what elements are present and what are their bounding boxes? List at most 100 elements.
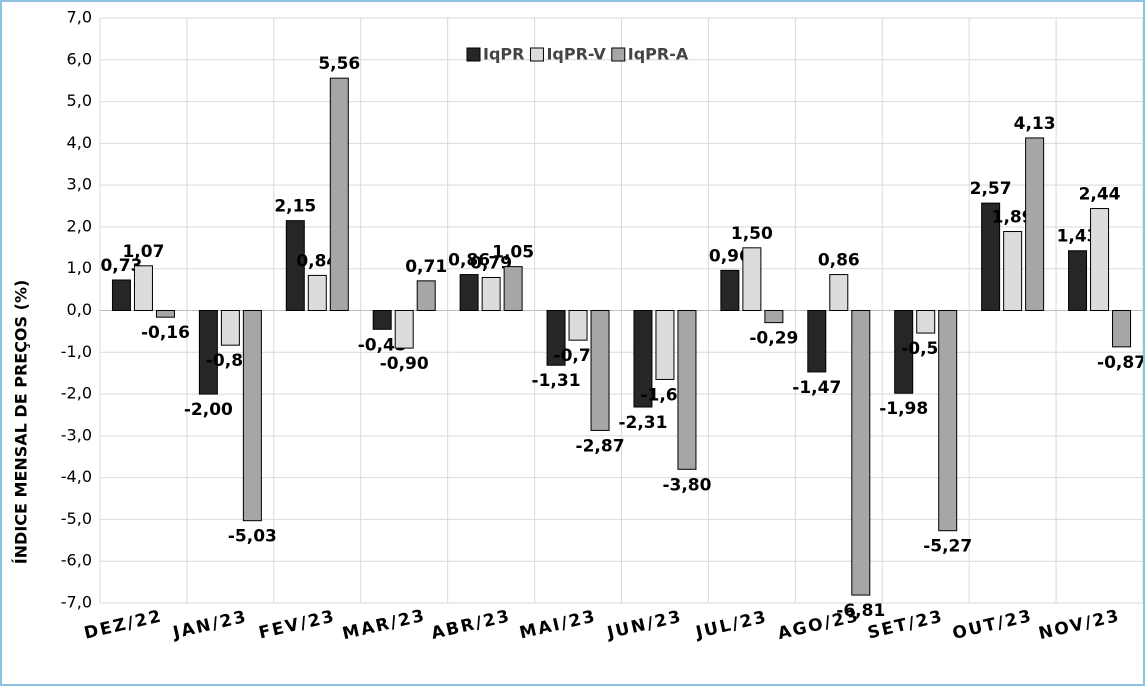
x-tick-label: OUT/23 bbox=[951, 606, 1035, 644]
value-label: -0,45 bbox=[358, 335, 407, 355]
value-label: 4,13 bbox=[1014, 114, 1056, 134]
bar bbox=[242, 310, 262, 522]
y-tick-label: 1,0 bbox=[67, 258, 92, 277]
bar bbox=[742, 247, 762, 311]
value-label: -1,31 bbox=[532, 371, 581, 391]
value-label: 0,86 bbox=[448, 251, 490, 271]
value-label: 1,89 bbox=[992, 208, 1034, 228]
bar bbox=[633, 310, 653, 408]
bar bbox=[720, 269, 740, 311]
value-label: 1,50 bbox=[731, 224, 773, 244]
bar bbox=[938, 310, 958, 532]
bar bbox=[807, 310, 827, 373]
x-tick-label: MAR/23 bbox=[341, 606, 428, 645]
x-tick-label: NOV/23 bbox=[1037, 606, 1123, 644]
value-label: -1,98 bbox=[879, 399, 928, 419]
y-tick-label: -6,0 bbox=[61, 551, 92, 570]
y-tick-label: 3,0 bbox=[67, 175, 92, 194]
value-label: 2,15 bbox=[274, 197, 316, 217]
value-label: -3,80 bbox=[662, 475, 711, 495]
y-tick-label: -3,0 bbox=[61, 425, 92, 444]
value-label: 1,05 bbox=[492, 243, 534, 263]
x-tick-label: FEV/23 bbox=[257, 606, 338, 643]
value-label: -0,29 bbox=[749, 329, 798, 349]
bar bbox=[894, 310, 914, 394]
legend-swatch bbox=[466, 47, 481, 62]
value-label: -1,65 bbox=[640, 385, 689, 405]
value-label: -0,54 bbox=[901, 339, 950, 359]
legend-label: IqPR bbox=[483, 45, 524, 64]
bar bbox=[829, 274, 849, 312]
bar bbox=[655, 310, 675, 380]
value-label: 2,44 bbox=[1079, 185, 1121, 205]
value-label: -2,31 bbox=[618, 413, 667, 433]
y-tick-label: -7,0 bbox=[61, 593, 92, 612]
value-label: -1,47 bbox=[792, 378, 841, 398]
value-label: 0,84 bbox=[296, 251, 338, 271]
bar bbox=[372, 310, 392, 330]
bar bbox=[1068, 250, 1088, 311]
value-label: 2,57 bbox=[970, 179, 1012, 199]
legend-label: IqPR-V bbox=[546, 45, 606, 64]
bar bbox=[503, 266, 523, 311]
bar bbox=[677, 310, 697, 470]
y-tick-label: 4,0 bbox=[67, 133, 92, 152]
bar bbox=[220, 310, 240, 346]
bar bbox=[481, 276, 501, 312]
value-label: -0,90 bbox=[380, 354, 429, 374]
value-label: -0,16 bbox=[141, 323, 190, 343]
bar bbox=[590, 310, 610, 431]
value-label: -2,00 bbox=[184, 400, 233, 420]
y-tick-label: -5,0 bbox=[61, 509, 92, 528]
bar bbox=[285, 220, 305, 312]
legend-swatch bbox=[529, 47, 544, 62]
value-label: 0,86 bbox=[818, 251, 860, 271]
x-tick-label: JUN/23 bbox=[605, 607, 685, 644]
bar bbox=[851, 310, 871, 596]
value-label: 0,73 bbox=[100, 256, 142, 276]
value-label: -0,83 bbox=[206, 351, 255, 371]
x-tick-label: JAN/23 bbox=[170, 607, 249, 644]
value-label: 1,07 bbox=[122, 242, 164, 262]
bar bbox=[764, 310, 784, 324]
bar bbox=[329, 77, 349, 311]
bar bbox=[1112, 310, 1132, 348]
legend-swatch bbox=[611, 47, 626, 62]
x-tick-label: MAI/23 bbox=[518, 606, 599, 643]
value-label: -6,81 bbox=[836, 601, 885, 621]
x-tick-label: DEZ/22 bbox=[82, 606, 164, 643]
bar bbox=[155, 310, 175, 318]
value-label: -2,87 bbox=[576, 436, 625, 456]
y-tick-label: 2,0 bbox=[67, 216, 92, 235]
value-label: 0,96 bbox=[709, 246, 751, 266]
bar bbox=[1090, 208, 1110, 312]
y-tick-label: -4,0 bbox=[61, 467, 92, 486]
bar bbox=[546, 310, 566, 366]
value-label: -5,27 bbox=[923, 537, 972, 557]
value-label: 0,79 bbox=[470, 253, 512, 273]
y-tick-label: 7,0 bbox=[67, 8, 92, 27]
y-tick-label: 5,0 bbox=[67, 91, 92, 110]
x-tick-label: ABR/23 bbox=[429, 606, 512, 644]
value-label: 0,71 bbox=[405, 257, 447, 277]
y-tick-label: -2,0 bbox=[61, 384, 92, 403]
y-tick-label: -1,0 bbox=[61, 342, 92, 361]
bar bbox=[307, 274, 327, 311]
bar bbox=[1025, 137, 1045, 311]
bar bbox=[111, 279, 131, 311]
bar bbox=[416, 280, 436, 312]
bar bbox=[916, 310, 936, 334]
bar bbox=[568, 310, 588, 341]
y-tick-label: 0,0 bbox=[67, 300, 92, 319]
value-label: -5,03 bbox=[228, 527, 277, 547]
x-tick-label: JUL/23 bbox=[693, 607, 769, 643]
bar bbox=[981, 202, 1001, 311]
value-label: -0,87 bbox=[1097, 353, 1143, 373]
bar bbox=[198, 310, 218, 395]
bar bbox=[459, 274, 479, 312]
value-label: 1,43 bbox=[1057, 227, 1099, 247]
y-axis-title: ÍNDICE MENSAL DE PREÇOS (%) bbox=[12, 280, 31, 565]
y-tick-label: 6,0 bbox=[67, 49, 92, 68]
